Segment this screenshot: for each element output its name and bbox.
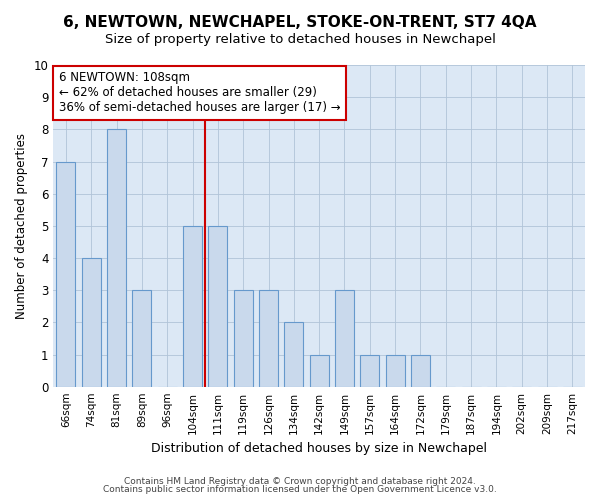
Bar: [183, 226, 202, 386]
Text: 6, NEWTOWN, NEWCHAPEL, STOKE-ON-TRENT, ST7 4QA: 6, NEWTOWN, NEWCHAPEL, STOKE-ON-TRENT, S…: [63, 15, 537, 30]
Bar: [284, 322, 304, 386]
Text: Contains public sector information licensed under the Open Government Licence v3: Contains public sector information licen…: [103, 485, 497, 494]
Bar: [310, 354, 329, 386]
Bar: [133, 290, 151, 386]
Text: 6 NEWTOWN: 108sqm
← 62% of detached houses are smaller (29)
36% of semi-detached: 6 NEWTOWN: 108sqm ← 62% of detached hous…: [59, 72, 340, 114]
Y-axis label: Number of detached properties: Number of detached properties: [15, 133, 28, 319]
Bar: [56, 162, 76, 386]
Bar: [386, 354, 404, 386]
Text: Size of property relative to detached houses in Newchapel: Size of property relative to detached ho…: [104, 32, 496, 46]
Bar: [335, 290, 354, 386]
Bar: [107, 130, 126, 386]
Bar: [259, 290, 278, 386]
X-axis label: Distribution of detached houses by size in Newchapel: Distribution of detached houses by size …: [151, 442, 487, 455]
Bar: [82, 258, 101, 386]
Text: Contains HM Land Registry data © Crown copyright and database right 2024.: Contains HM Land Registry data © Crown c…: [124, 477, 476, 486]
Bar: [233, 290, 253, 386]
Bar: [411, 354, 430, 386]
Bar: [208, 226, 227, 386]
Bar: [360, 354, 379, 386]
